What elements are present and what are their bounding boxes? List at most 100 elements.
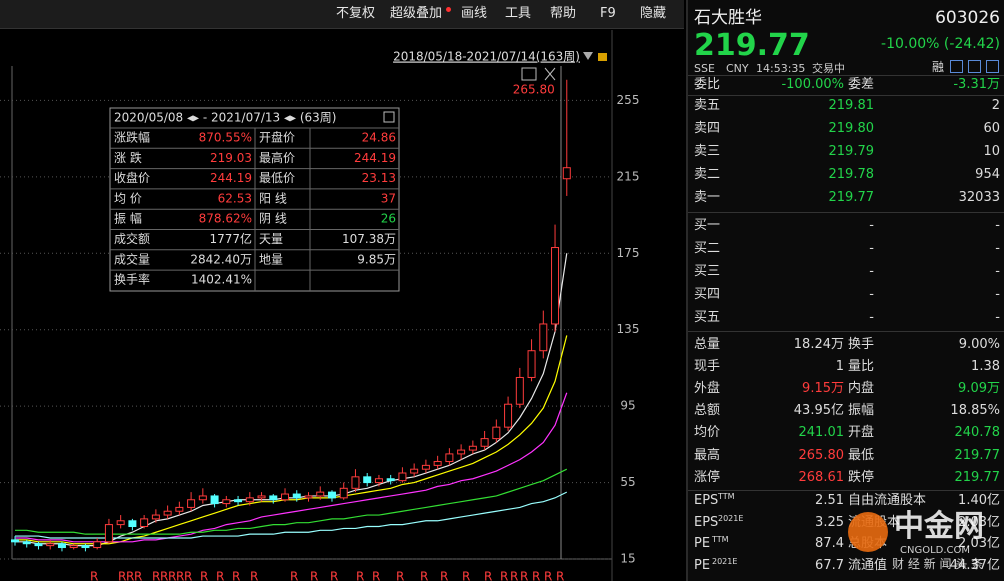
lock-icon [598,53,607,61]
ask-volume: 60 [983,121,1000,136]
candle-body [210,495,219,505]
info-value: 107.38万 [342,232,396,246]
event-marker: R [520,570,528,581]
moving-average-line [15,392,568,543]
icon[interactable] [968,60,981,73]
watermark-logo [848,512,888,552]
event-marker: R [126,570,134,581]
icon[interactable] [950,60,963,73]
icon[interactable]: 融 [932,60,945,74]
candle-body [128,520,137,528]
toolbar-button[interactable]: 工具 [505,6,532,21]
candle-body [198,495,207,501]
watermark-slogan: 财 经 新 闻 头 条 [892,557,984,571]
candle-body [222,499,231,505]
label: 最高 [694,447,721,463]
bid-volume: - [995,264,1000,279]
value: 18.85% [950,403,1000,419]
value: 265.80 [798,447,845,463]
candle-body [69,545,78,549]
toolbar-button[interactable]: 不复权 [336,6,376,21]
tool-icon [521,67,537,81]
candle-body [527,350,536,378]
event-marker: R [176,570,184,581]
event-marker: R [556,570,564,581]
candle-body [327,491,336,499]
toolbar-button[interactable]: 隐藏 [640,6,667,21]
bid-price: - [869,287,874,302]
ask-label: 卖五 [694,98,721,113]
candle-body [339,487,348,499]
label: 量比 [848,359,875,375]
toolbar-button[interactable]: 超级叠加 [390,6,443,21]
label-sup: 2021E [718,513,744,523]
label: 委差 [848,77,875,92]
info-label: 开盘价 [259,130,295,145]
candle-body [539,323,548,352]
candle-body [421,464,430,470]
value: 241.01 [798,425,845,441]
event-marker: R [118,570,126,581]
label: 均价 [694,425,721,441]
candle-body [316,491,325,497]
info-label: 收盘价 [114,170,150,185]
candle-body [34,543,43,547]
candle-body [269,495,278,501]
candle-body [562,167,571,180]
candle-body [104,524,113,543]
info-box-title: 2020/05/08 ◂▸ - 2021/07/13 ◂▸ (63周) [114,111,336,125]
label: 自由流通股本 [848,493,927,508]
bid-price: - [869,241,874,256]
label: 总额 [694,403,721,419]
info-label: 地量 [259,252,283,266]
toolbar-button[interactable]: 画线 [461,6,488,21]
candle-body [163,510,172,516]
max-label: 265.80 [513,82,555,96]
value: -3.31万 [953,77,1000,92]
candle-body [398,472,407,482]
ask-volume: 2 [991,98,1000,113]
candle-body [11,539,19,543]
tool-icon [544,67,556,81]
info-value: 870.55% [199,131,252,145]
candle-body [551,247,560,325]
meta: SSE [694,62,715,75]
watermark-title: 中金网 [894,509,984,544]
info-label: 涨跌幅 [114,130,150,145]
bid-label: 买二 [694,241,721,256]
candle-body [46,543,55,547]
candle-body [363,476,372,484]
candle-body [22,541,31,545]
y-tick-label: 255 [617,93,640,107]
moving-average-line [15,468,568,535]
label: 现手 [694,359,721,375]
label-sup: TTM [712,535,729,544]
candle-body [515,376,524,405]
label: EPS [694,493,719,508]
bid-label: 买五 [694,310,721,325]
toolbar-button[interactable]: F9 [600,6,616,21]
toolbar-button[interactable]: 帮助 [550,6,577,21]
ask-price: 219.79 [828,144,875,159]
info-label: 成交额 [114,231,150,246]
candle-body [257,495,266,499]
event-marker: R [200,570,208,581]
icon[interactable] [986,60,999,73]
info-label: 最低价 [259,171,295,185]
value: 3.25 [815,514,844,530]
event-marker: R [420,570,428,581]
info-value: 1777亿 [209,231,252,246]
meta: 14:53:35 [756,62,806,75]
info-value: 9.85万 [357,252,396,266]
value: 9.09万 [958,381,1000,397]
close-icon [383,111,395,123]
value: 2.03亿 [958,514,1000,530]
event-marker: R [168,570,176,581]
info-label: 换手率 [114,272,150,287]
separator [688,95,1004,96]
value: 2.03亿 [958,536,1000,551]
info-value: 26 [381,212,396,226]
toolbar: 不复权 超级叠加 画线 工具 帮助 F9 隐藏 [0,0,684,29]
value: 1 [835,359,844,375]
candle-body [292,493,301,499]
